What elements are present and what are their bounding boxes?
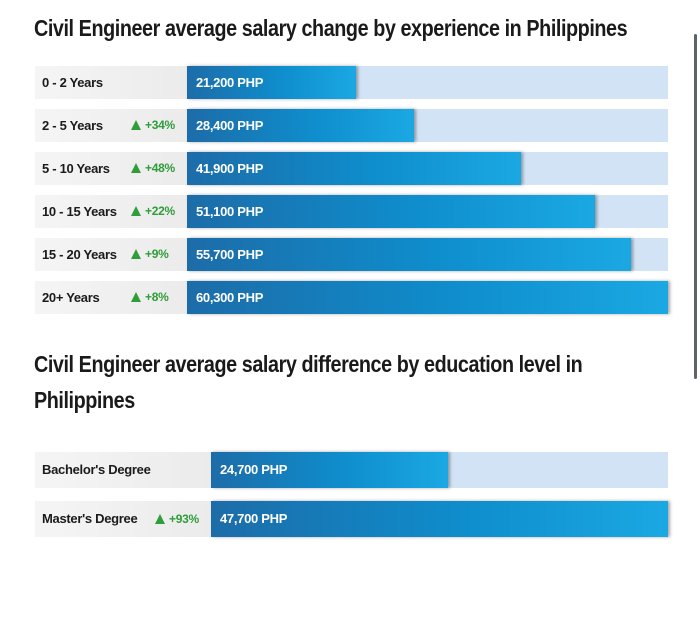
salary-value-label: 51,100 PHP — [196, 204, 264, 219]
experience-chart-title: Civil Engineer average salary change by … — [34, 15, 628, 41]
category-label-cell: 5 - 10 Years +48% — [35, 152, 187, 185]
change-indicator: +93% — [155, 501, 199, 537]
bar-row: 10 - 15 Years +22% 51,100 PHP — [35, 195, 668, 228]
triangle-up-icon — [155, 514, 165, 524]
change-indicator: +34% — [131, 109, 175, 142]
bar-row: Master's Degree +93% 47,700 PHP — [35, 501, 668, 537]
category-label-cell: 2 - 5 Years +34% — [35, 109, 187, 142]
category-label-cell: 15 - 20 Years +9% — [35, 238, 187, 271]
education-chart-title: Civil Engineer average salary difference… — [34, 346, 583, 418]
salary-value-label: 24,700 PHP — [220, 462, 288, 477]
category-label: 10 - 15 Years — [42, 204, 117, 219]
triangle-up-icon — [131, 292, 141, 302]
salary-bar: 28,400 PHP — [187, 109, 414, 142]
salary-bar: 24,700 PHP — [211, 452, 448, 488]
category-label: 0 - 2 Years — [42, 75, 103, 90]
category-label-cell: 0 - 2 Years — [35, 66, 187, 99]
salary-value-label: 21,200 PHP — [196, 75, 264, 90]
bar-row: Bachelor's Degree 24,700 PHP — [35, 452, 668, 488]
bar-row: 0 - 2 Years 21,200 PHP — [35, 66, 668, 99]
change-percent: +22% — [145, 204, 175, 218]
education-bar-chart: Bachelor's Degree 24,700 PHP Master's Degr… — [35, 452, 668, 550]
salary-bar: 60,300 PHP — [187, 281, 668, 314]
salary-value-label: 28,400 PHP — [196, 118, 264, 133]
scrollbar[interactable] — [694, 34, 697, 379]
salary-bar: 47,700 PHP — [211, 501, 668, 537]
salary-value-label: 60,300 PHP — [196, 290, 264, 305]
change-percent: +8% — [145, 290, 169, 304]
change-indicator: +9% — [131, 238, 169, 271]
triangle-up-icon — [131, 206, 141, 216]
category-label: 15 - 20 Years — [42, 247, 117, 262]
salary-bar: 41,900 PHP — [187, 152, 521, 185]
category-label-cell: Bachelor's Degree — [35, 452, 211, 488]
change-indicator: +8% — [131, 281, 169, 314]
triangle-up-icon — [131, 249, 141, 259]
salary-bar: 21,200 PHP — [187, 66, 356, 99]
category-label: 5 - 10 Years — [42, 161, 110, 176]
bar-row: 20+ Years +8% 60,300 PHP — [35, 281, 668, 314]
change-percent: +93% — [169, 512, 199, 526]
category-label-cell: 20+ Years +8% — [35, 281, 187, 314]
category-label-cell: 10 - 15 Years +22% — [35, 195, 187, 228]
triangle-up-icon — [131, 163, 141, 173]
category-label: Bachelor's Degree — [42, 462, 151, 477]
education-chart-title-line-2: Philippines — [34, 387, 135, 413]
category-label: 20+ Years — [42, 290, 100, 305]
salary-value-label: 41,900 PHP — [196, 161, 264, 176]
bar-row: 5 - 10 Years +48% 41,900 PHP — [35, 152, 668, 185]
experience-bar-chart: 0 - 2 Years 21,200 PHP 2 - 5 Years +34% 28,4… — [35, 66, 668, 324]
salary-bar: 51,100 PHP — [187, 195, 595, 228]
change-percent: +34% — [145, 118, 175, 132]
change-indicator: +48% — [131, 152, 175, 185]
category-label-cell: Master's Degree +93% — [35, 501, 211, 537]
bar-row: 2 - 5 Years +34% 28,400 PHP — [35, 109, 668, 142]
change-percent: +9% — [145, 247, 169, 261]
salary-bar: 55,700 PHP — [187, 238, 631, 271]
category-label: Master's Degree — [42, 511, 138, 526]
salary-value-label: 47,700 PHP — [220, 511, 288, 526]
change-indicator: +22% — [131, 195, 175, 228]
bar-row: 15 - 20 Years +9% 55,700 PHP — [35, 238, 668, 271]
category-label: 2 - 5 Years — [42, 118, 103, 133]
change-percent: +48% — [145, 161, 175, 175]
salary-value-label: 55,700 PHP — [196, 247, 264, 262]
education-chart-title-line-1: Civil Engineer average salary difference… — [34, 351, 583, 377]
triangle-up-icon — [131, 120, 141, 130]
